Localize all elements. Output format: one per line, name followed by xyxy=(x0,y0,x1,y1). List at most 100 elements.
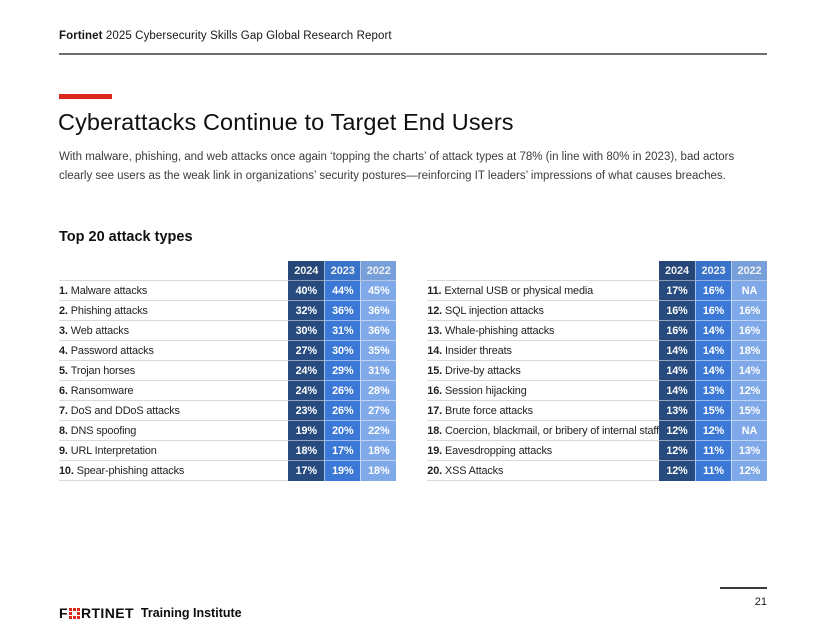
report-header: Fortinet 2025 Cybersecurity Skills Gap G… xyxy=(59,30,392,42)
table-row: 17. Brute force attacks 13% 15% 15% xyxy=(427,401,767,421)
value-cell: 14% xyxy=(731,361,767,381)
attack-type-label: Brute force attacks xyxy=(445,404,533,417)
row-rank: 6. xyxy=(59,384,68,397)
value-cell: 27% xyxy=(288,341,325,361)
value-cell: 11% xyxy=(695,461,731,481)
row-rank: 15. xyxy=(427,364,442,377)
attack-type-label: Malware attacks xyxy=(70,284,148,297)
row-label-cell: 18. Coercion, blackmail, or bribery of in… xyxy=(427,421,659,441)
value-cell: 31% xyxy=(324,321,361,341)
row-rank: 17. xyxy=(427,404,442,417)
value-cell: NA xyxy=(731,421,767,441)
value-cell: 18% xyxy=(360,461,397,481)
row-rank: 4. xyxy=(59,344,68,357)
year-column-header: 2024 xyxy=(659,261,695,281)
table-row: 18. Coercion, blackmail, or bribery of in… xyxy=(427,421,767,441)
value-cell: 13% xyxy=(695,381,731,401)
value-cell: 14% xyxy=(695,341,731,361)
row-label-cell: 14. Insider threats xyxy=(427,341,659,361)
row-rank: 18. xyxy=(427,424,442,437)
table-row: 12. SQL injection attacks 16% 16% 16% xyxy=(427,301,767,321)
row-label-cell: 10. Spear-phishing attacks xyxy=(59,461,289,481)
table-row: 1. Malware attacks 40% 44% 45% xyxy=(59,281,397,301)
year-column-header: 2022 xyxy=(731,261,767,281)
value-cell: 15% xyxy=(731,401,767,421)
row-rank: 7. xyxy=(59,404,68,417)
value-cell: 12% xyxy=(659,461,695,481)
year-column-header: 2022 xyxy=(360,261,397,281)
row-rank: 12. xyxy=(427,304,442,317)
table-row: 11. External USB or physical media 17% 16% N… xyxy=(427,281,767,301)
attack-type-label: SQL injection attacks xyxy=(445,304,544,317)
attack-type-label: Web attacks xyxy=(70,324,129,337)
value-cell: 14% xyxy=(659,341,695,361)
value-cell: 16% xyxy=(695,301,731,321)
row-rank: 1. xyxy=(59,284,68,297)
value-cell: 27% xyxy=(360,401,397,421)
row-label-cell: 4. Password attacks xyxy=(59,341,289,361)
report-header-brand: Fortinet xyxy=(59,30,103,42)
row-label-cell: 11. External USB or physical media xyxy=(427,281,659,301)
attack-type-label: Ransomware xyxy=(70,384,134,397)
value-cell: 12% xyxy=(731,381,767,401)
value-cell: 18% xyxy=(288,441,325,461)
value-cell: 16% xyxy=(731,301,767,321)
row-rank: 11. xyxy=(427,284,442,297)
table-row: 14. Insider threats 14% 14% 18% xyxy=(427,341,767,361)
value-cell: 14% xyxy=(695,321,731,341)
table-row: 5. Trojan horses 24% 29% 31% xyxy=(59,361,397,381)
value-cell: 20% xyxy=(324,421,361,441)
value-cell: 36% xyxy=(324,301,361,321)
value-cell: 14% xyxy=(659,381,695,401)
value-cell: 13% xyxy=(659,401,695,421)
value-cell: NA xyxy=(731,281,767,301)
table-row: 20. XSS Attacks 12% 11% 12% xyxy=(427,461,767,481)
value-cell: 17% xyxy=(324,441,361,461)
attack-table-right: 2024 2023 2022 11. External USB or physical … xyxy=(427,261,767,481)
accent-bar xyxy=(59,94,112,99)
table-row: 7. DoS and DDoS attacks 23% 26% 27% xyxy=(59,401,397,421)
page-subtitle: With malware, phishing, and web attacks … xyxy=(59,151,735,182)
value-cell: 24% xyxy=(288,381,325,401)
value-cell: 12% xyxy=(695,421,731,441)
row-label-cell: 12. SQL injection attacks xyxy=(427,301,659,321)
section-title: Top 20 attack types xyxy=(59,229,193,245)
row-label-cell: 19. Eavesdropping attacks xyxy=(427,441,659,461)
attack-type-label: Drive-by attacks xyxy=(445,364,521,377)
row-label-cell: 1. Malware attacks xyxy=(59,281,289,301)
row-label-cell: 20. XSS Attacks xyxy=(427,461,659,481)
row-rank: 20. xyxy=(427,464,442,477)
value-cell: 30% xyxy=(288,321,325,341)
value-cell: 13% xyxy=(731,441,767,461)
year-column-header: 2023 xyxy=(324,261,361,281)
row-label-cell: 9. URL Interpretation xyxy=(59,441,289,461)
table-row: 19. Eavesdropping attacks 12% 11% 13% xyxy=(427,441,767,461)
value-cell: 22% xyxy=(360,421,397,441)
row-rank: 13. xyxy=(427,324,442,337)
year-column-header: 2024 xyxy=(288,261,325,281)
table-row: 8. DNS spoofing 19% 20% 22% xyxy=(59,421,397,441)
table-header-row: 2024 2023 2022 xyxy=(59,261,397,281)
value-cell: 11% xyxy=(695,441,731,461)
attack-type-label: Whale-phishing attacks xyxy=(445,324,555,337)
value-cell: 15% xyxy=(695,401,731,421)
attack-type-label: External USB or physical media xyxy=(444,284,594,297)
row-label-cell: 3. Web attacks xyxy=(59,321,289,341)
fortinet-logo: F RTINET xyxy=(59,605,134,621)
row-rank: 5. xyxy=(59,364,68,377)
value-cell: 12% xyxy=(659,421,695,441)
value-cell: 17% xyxy=(659,281,695,301)
value-cell: 36% xyxy=(360,321,397,341)
header-divider xyxy=(59,53,767,55)
year-column-header: 2023 xyxy=(695,261,731,281)
table-row: 3. Web attacks 30% 31% 36% xyxy=(59,321,397,341)
page-title: Cyberattacks Continue to Target End User… xyxy=(58,109,514,135)
table-header-spacer xyxy=(59,261,289,281)
row-label-cell: 7. DoS and DDoS attacks xyxy=(59,401,289,421)
attack-type-label: URL Interpretation xyxy=(70,444,157,457)
row-rank: 9. xyxy=(59,444,68,457)
attack-table-left: 2024 2023 2022 1. Malware attacks 40% 44% 45% 2.… xyxy=(59,261,397,481)
row-label-cell: 15. Drive-by attacks xyxy=(427,361,659,381)
table-row: 2. Phishing attacks 32% 36% 36% xyxy=(59,301,397,321)
attack-type-label: DoS and DDoS attacks xyxy=(70,404,180,417)
